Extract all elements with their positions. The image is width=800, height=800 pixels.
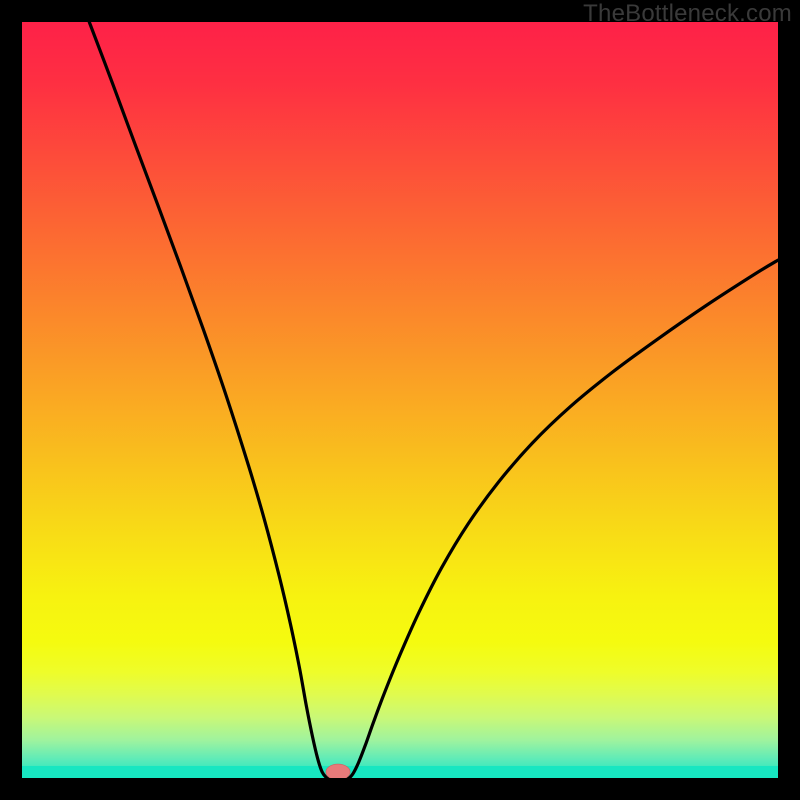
- optimum-marker: [326, 764, 350, 780]
- chart-container: TheBottleneck.com: [0, 0, 800, 800]
- chart-bottom-band: [22, 766, 778, 778]
- bottleneck-chart: [0, 0, 800, 800]
- chart-background-gradient: [22, 22, 778, 778]
